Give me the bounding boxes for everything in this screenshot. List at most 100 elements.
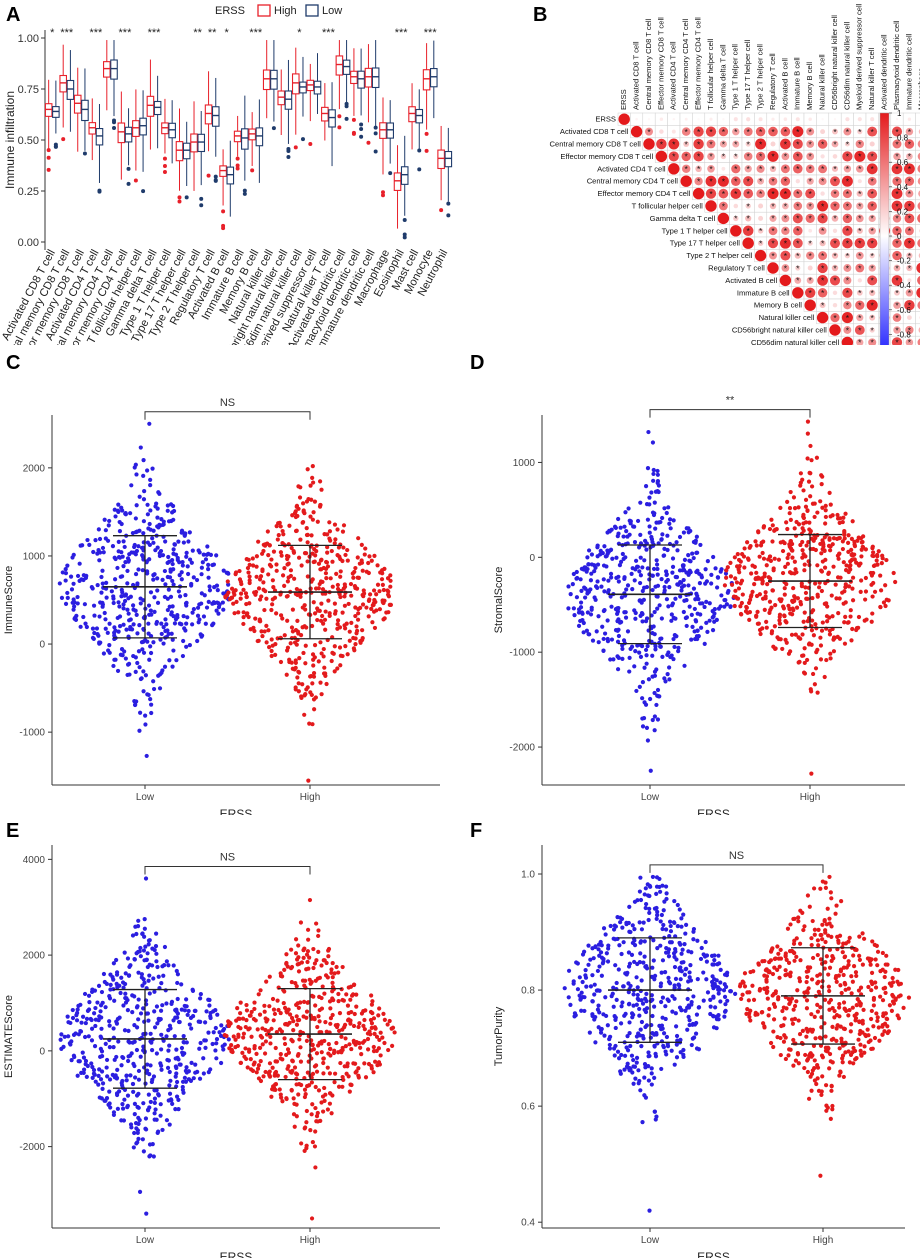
dot-high bbox=[232, 611, 237, 616]
corr-circle bbox=[917, 152, 920, 161]
dot-low bbox=[608, 547, 614, 552]
dot-low bbox=[105, 630, 110, 635]
dot-low bbox=[117, 555, 123, 560]
dot-high bbox=[881, 600, 887, 605]
dot-high bbox=[747, 617, 752, 622]
corr-circle bbox=[892, 238, 902, 248]
corr-circle bbox=[757, 177, 765, 185]
dot-low bbox=[659, 616, 664, 621]
dot-low bbox=[180, 1084, 185, 1090]
corr-star: * bbox=[821, 177, 825, 187]
dot-high bbox=[246, 570, 251, 575]
dot-low bbox=[585, 610, 590, 615]
dot-high bbox=[742, 546, 747, 551]
outlier-high bbox=[177, 195, 182, 200]
dot-high bbox=[765, 582, 770, 587]
col-label-b: Type 2 T helper cell bbox=[755, 44, 764, 110]
dot-low bbox=[152, 572, 157, 577]
dot-high bbox=[310, 681, 315, 686]
box-low bbox=[95, 128, 104, 146]
dot-low bbox=[135, 949, 141, 955]
corr-circle bbox=[807, 240, 813, 246]
dot-high bbox=[767, 599, 773, 604]
dot-low bbox=[79, 577, 84, 582]
corr-star: * bbox=[846, 226, 850, 236]
dot-low bbox=[122, 950, 127, 955]
dot-high bbox=[312, 611, 318, 616]
dot-low bbox=[578, 577, 583, 582]
dot-high bbox=[749, 571, 754, 576]
dot-high bbox=[806, 479, 812, 484]
dot-low bbox=[570, 582, 575, 587]
col-label-b: CD56dim natural killer cell bbox=[842, 21, 851, 110]
dot-low bbox=[159, 981, 164, 986]
dot-high bbox=[294, 1072, 300, 1077]
dot-low bbox=[641, 597, 646, 602]
dot-high bbox=[319, 1039, 324, 1044]
dot-high bbox=[758, 543, 764, 548]
corr-circle bbox=[904, 299, 915, 311]
dot-low bbox=[672, 644, 677, 650]
corr-circle bbox=[904, 176, 915, 186]
dot-low bbox=[684, 623, 689, 629]
dot-low bbox=[108, 982, 113, 987]
dot-low bbox=[634, 558, 639, 563]
corr-circle bbox=[857, 117, 862, 122]
dot-low bbox=[654, 594, 659, 599]
dot-high bbox=[337, 625, 343, 630]
dot-low bbox=[89, 584, 94, 590]
outlier-low bbox=[53, 144, 58, 149]
dot-low bbox=[190, 988, 196, 994]
dot-low bbox=[98, 1009, 103, 1014]
dot-low bbox=[642, 665, 647, 670]
dot-low bbox=[126, 1054, 131, 1059]
dot-high bbox=[304, 625, 309, 630]
dot-high bbox=[291, 1019, 296, 1024]
dot-low bbox=[111, 1026, 116, 1031]
corr-circle bbox=[668, 163, 680, 175]
dot-high bbox=[332, 541, 337, 546]
dot-low bbox=[124, 1078, 129, 1083]
dot-high bbox=[859, 578, 864, 583]
dot-low bbox=[616, 531, 621, 536]
dot-high bbox=[341, 545, 346, 550]
dot-high bbox=[770, 588, 775, 593]
dot-low bbox=[143, 713, 148, 718]
dot-low bbox=[654, 702, 659, 708]
dot-high bbox=[831, 564, 836, 569]
dot-high bbox=[353, 642, 358, 647]
dot-low bbox=[198, 991, 203, 997]
dot-high bbox=[761, 556, 767, 561]
dot-high bbox=[830, 542, 835, 547]
dot-low bbox=[206, 562, 211, 567]
dot-low bbox=[119, 587, 124, 592]
dot-high bbox=[369, 558, 374, 563]
dot-low bbox=[167, 559, 172, 564]
corr-star: * bbox=[809, 239, 813, 249]
dot-high bbox=[813, 581, 818, 586]
dot-high bbox=[312, 961, 318, 966]
corr-circle bbox=[831, 252, 839, 259]
dot-low bbox=[704, 579, 710, 584]
dot-high bbox=[332, 1048, 337, 1053]
dot-low bbox=[115, 668, 121, 674]
dot-high bbox=[354, 631, 359, 636]
dot-high bbox=[807, 520, 812, 525]
dot-high bbox=[330, 996, 335, 1001]
dot-low bbox=[151, 1154, 156, 1159]
dot-high bbox=[850, 586, 855, 591]
row-label-b: Activated CD8 T cell bbox=[560, 127, 629, 136]
corr-star: * bbox=[784, 263, 788, 273]
dot-low bbox=[78, 624, 83, 629]
corr-circle bbox=[917, 239, 920, 248]
dot-high bbox=[250, 556, 255, 561]
corr-star: * bbox=[809, 288, 813, 298]
dot-high bbox=[304, 532, 310, 538]
corr-star: * bbox=[722, 139, 726, 149]
dot-low bbox=[89, 1061, 94, 1066]
colorbar-tick-label: 0 bbox=[897, 232, 902, 241]
dot-low bbox=[133, 608, 138, 613]
dot-low bbox=[686, 583, 691, 588]
dot-high bbox=[784, 520, 789, 525]
dot-high bbox=[293, 937, 299, 942]
